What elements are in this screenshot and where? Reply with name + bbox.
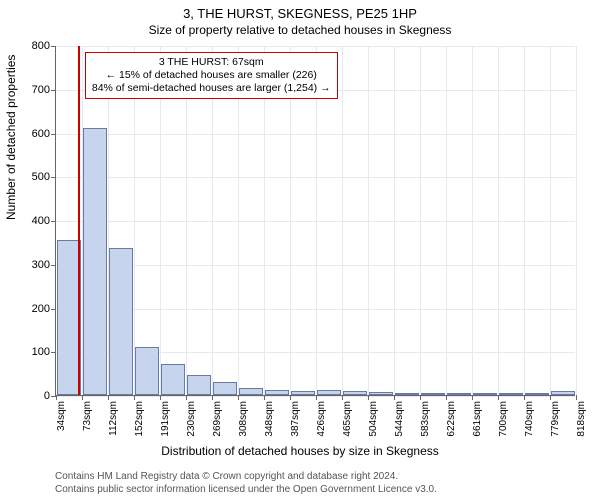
gridline-v [368,46,369,395]
histogram-bar [83,128,107,395]
xtick-label: 191sqm [160,401,171,437]
ytick-label: 200 [32,303,56,315]
footer: Contains HM Land Registry data © Crown c… [55,471,437,496]
plot-area: 010020030040050060070080034sqm73sqm112sq… [55,46,575,396]
xtick-label: 700sqm [498,401,509,437]
histogram-bar [135,347,159,395]
histogram-bar [161,364,185,395]
chart-subtitle: Size of property relative to detached ho… [0,21,600,39]
x-axis-label: Distribution of detached houses by size … [0,444,600,458]
footer-line1: Contains HM Land Registry data © Crown c… [55,471,437,484]
histogram-bar [473,393,497,395]
ytick-label: 800 [32,40,56,52]
xtick-label: 740sqm [524,401,535,437]
histogram-bar [499,393,523,395]
histogram-bar [395,393,419,395]
ytick-label: 700 [32,84,56,96]
xtick-label: 112sqm [108,401,119,436]
xtick-label: 818sqm [576,401,587,437]
gridline-v [498,46,499,395]
gridline-v [446,46,447,395]
xtick-label: 426sqm [316,401,327,437]
histogram-bar [239,388,263,395]
histogram-bar [447,393,471,395]
histogram-bar [551,391,575,395]
histogram-bar [525,393,549,395]
y-axis-label: Number of detached properties [4,55,18,220]
xtick-label: 779sqm [550,401,561,437]
ytick-label: 0 [44,390,56,402]
ytick-label: 300 [32,259,56,271]
histogram-bar [369,392,393,395]
xtick-label: 348sqm [264,401,275,437]
xtick-label: 230sqm [186,401,197,437]
histogram-bar [265,390,289,395]
ytick-label: 100 [32,346,56,358]
annotation-line1: 3 THE HURST: 67sqm [92,56,331,69]
ytick-label: 600 [32,128,56,140]
gridline-v [420,46,421,395]
histogram-bar [421,393,445,395]
gridline-v [550,46,551,395]
histogram-bar [213,382,237,395]
gridline-v [524,46,525,395]
histogram-bar [291,391,315,395]
xtick-label: 308sqm [238,401,249,437]
ytick-label: 400 [32,215,56,227]
annotation-line2: ← 15% of detached houses are smaller (22… [92,69,331,82]
xtick-label: 661sqm [472,401,483,437]
histogram-bar [343,391,367,395]
gridline-v [394,46,395,395]
xtick-label: 269sqm [212,401,223,437]
xtick-label: 152sqm [134,401,145,437]
gridline-v [472,46,473,395]
ytick-label: 500 [32,171,56,183]
annotation-line3: 84% of semi-detached houses are larger (… [92,82,331,95]
xtick-label: 583sqm [420,401,431,437]
reference-line [78,46,80,395]
gridline-v [576,46,577,395]
chart-container: 3, THE HURST, SKEGNESS, PE25 1HP Size of… [0,0,600,500]
histogram-bar [187,375,211,395]
xtick-label: 387sqm [290,401,301,437]
gridline-v [342,46,343,395]
xtick-label: 544sqm [394,401,405,437]
xtick-label: 504sqm [368,401,379,437]
histogram-bar [317,390,341,395]
histogram-bar [109,248,133,395]
xtick-label: 622sqm [446,401,457,437]
xtick-label: 465sqm [342,401,353,437]
xtick-label: 34sqm [56,401,67,431]
xtick-label: 73sqm [82,401,93,431]
footer-line2: Contains public sector information licen… [55,484,437,497]
chart-title: 3, THE HURST, SKEGNESS, PE25 1HP [0,0,600,21]
annotation-box: 3 THE HURST: 67sqm ← 15% of detached hou… [85,52,338,99]
